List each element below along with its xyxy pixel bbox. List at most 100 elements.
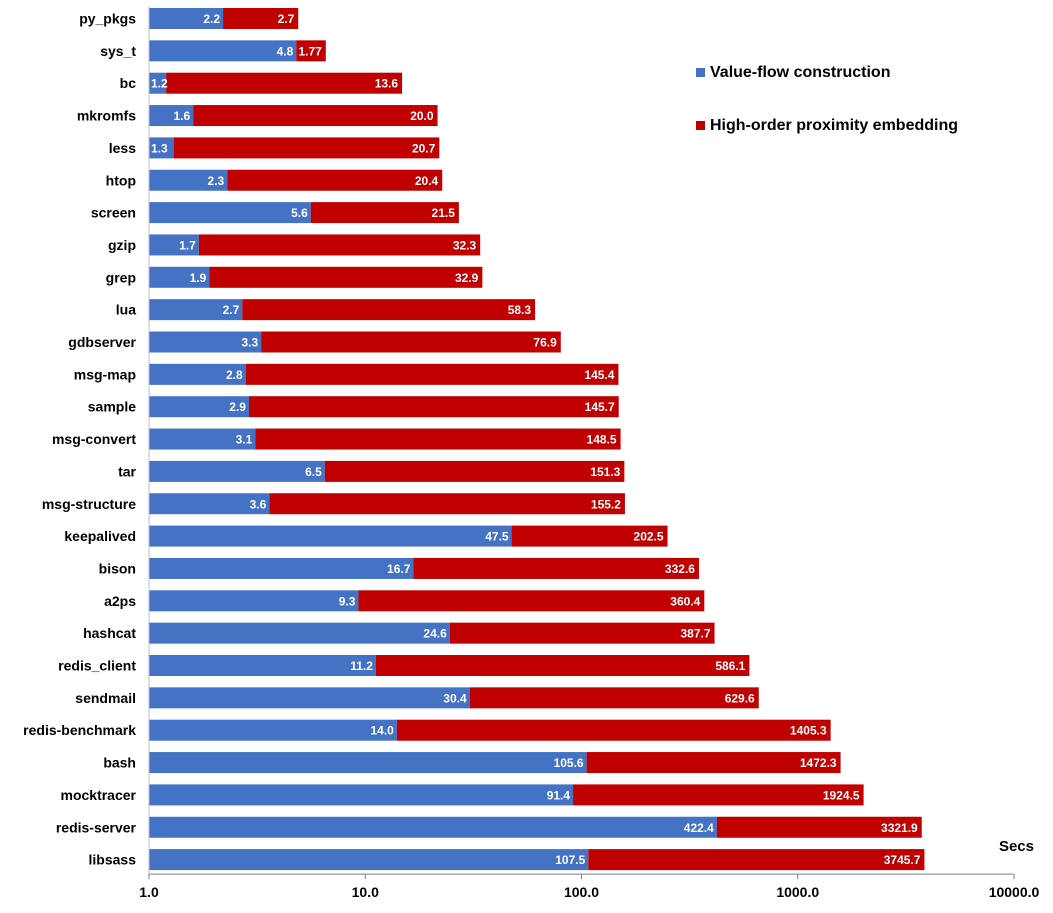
category-label: libsass: [89, 852, 137, 868]
data-label-embedding: 360.4: [670, 594, 700, 608]
data-label-embedding: 145.7: [585, 400, 615, 414]
bar-value-flow-tar: [149, 460, 325, 482]
category-label: msg-convert: [52, 431, 136, 447]
category-label: screen: [91, 205, 136, 221]
category-label: gzip: [108, 237, 136, 253]
data-label-embedding: 332.6: [665, 562, 695, 576]
bar-embedding-less: [173, 137, 440, 159]
bar-value-flow-grep: [149, 266, 210, 288]
bar-embedding-gzip: [198, 234, 481, 256]
bar-value-flow-msg-structure: [149, 493, 270, 515]
category-label: lua: [116, 302, 136, 318]
data-label-value-flow: 47.5: [485, 530, 509, 544]
category-label: sys_t: [100, 43, 136, 59]
legend-label: Value-flow construction: [710, 64, 890, 81]
data-label-embedding: 145.4: [584, 368, 614, 382]
x-tick-label: 100.0: [564, 884, 599, 900]
data-label-value-flow: 91.4: [547, 788, 571, 802]
bar-value-flow-less: [149, 137, 174, 159]
bar-embedding-screen: [310, 202, 459, 224]
legend-label: High-order proximity embedding: [710, 117, 958, 134]
data-label-value-flow: 2.8: [226, 368, 243, 382]
bars-group: 2.2 2.7 4.8 1.77 1.2 13.6 1.6 20.0 1.3 20.7 2.3 20.…: [149, 8, 925, 871]
bar-embedding-msg-map: [245, 363, 619, 385]
x-tick-labels: 1.0 10.0 100.0 1000.0 10000.0: [139, 874, 1040, 900]
bar-embedding-lua: [242, 299, 536, 321]
bar-value-flow-sys_t: [149, 40, 297, 62]
data-label-embedding: 629.6: [725, 691, 755, 705]
data-label-value-flow: 1.9: [190, 271, 207, 285]
bar-value-flow-screen: [149, 202, 311, 224]
bar-value-flow-keepalived: [149, 525, 512, 547]
bar-embedding-redis-benchmark: [396, 719, 831, 741]
category-label: a2ps: [104, 593, 136, 609]
data-label-value-flow: 6.5: [305, 465, 322, 479]
data-label-value-flow: 3.3: [241, 336, 258, 350]
data-label-embedding: 387.7: [681, 627, 711, 641]
data-label-embedding: 202.5: [634, 530, 664, 544]
data-label-embedding: 32.3: [453, 238, 477, 252]
data-label-value-flow: 107.5: [555, 853, 585, 867]
bar-embedding-a2ps: [358, 590, 705, 612]
bar-value-flow-gdbserver: [149, 331, 262, 353]
data-label-value-flow: 16.7: [387, 562, 411, 576]
data-label-embedding: 58.3: [508, 303, 532, 317]
data-label-embedding: 32.9: [455, 271, 479, 285]
data-label-value-flow: 3.1: [236, 433, 253, 447]
category-label: bash: [103, 755, 136, 771]
category-label: redis-server: [56, 819, 137, 835]
bar-embedding-sys_t: [296, 40, 326, 62]
bar-embedding-bison: [413, 557, 699, 579]
bar-embedding-py_pkgs: [223, 8, 299, 29]
bar-value-flow-mkromfs: [149, 105, 194, 127]
category-label: redis-benchmark: [23, 722, 136, 738]
bar-value-flow-redis-benchmark: [149, 719, 397, 741]
bar-value-flow-bash: [149, 752, 587, 774]
legend-swatch: [696, 121, 705, 130]
category-label: grep: [106, 269, 136, 285]
bar-value-flow-bc: [149, 72, 167, 94]
category-label: tar: [118, 463, 136, 479]
category-label: mkromfs: [77, 108, 136, 124]
data-label-embedding: 1924.5: [823, 788, 860, 802]
data-label-embedding: 148.5: [587, 433, 617, 447]
data-label-value-flow: 1.2: [151, 77, 168, 91]
x-axis-label: Secs: [999, 838, 1034, 855]
data-label-embedding: 21.5: [432, 206, 456, 220]
data-label-embedding: 3321.9: [881, 821, 918, 835]
bar-value-flow-lua: [149, 299, 243, 321]
data-label-embedding: 1.77: [298, 44, 322, 58]
data-label-value-flow: 30.4: [443, 691, 467, 705]
data-label-embedding: 155.2: [591, 497, 621, 511]
data-label-embedding: 20.4: [415, 174, 439, 188]
bar-embedding-mkromfs: [193, 105, 438, 127]
data-label-embedding: 151.3: [590, 465, 620, 479]
bar-value-flow-libsass: [149, 849, 589, 871]
data-label-value-flow: 2.2: [203, 12, 220, 26]
bar-value-flow-sample: [149, 396, 249, 418]
bar-value-flow-msg-convert: [149, 428, 256, 450]
x-tick-label: 1000.0: [776, 884, 819, 900]
category-label: bc: [120, 75, 137, 91]
category-label: keepalived: [64, 528, 136, 544]
x-tick-label: 1.0: [139, 884, 159, 900]
category-label: bison: [99, 560, 136, 576]
bar-value-flow-a2ps: [149, 590, 359, 612]
bar-value-flow-sendmail: [149, 687, 470, 709]
category-label: msg-structure: [42, 496, 136, 512]
bar-value-flow-redis-server: [149, 816, 717, 838]
data-label-value-flow: 14.0: [370, 724, 394, 738]
bar-embedding-sendmail: [469, 687, 759, 709]
bar-embedding-msg-convert: [255, 428, 621, 450]
category-label: gdbserver: [68, 334, 136, 350]
data-label-embedding: 3745.7: [884, 853, 921, 867]
bar-embedding-sample: [248, 396, 619, 418]
bar-embedding-mocktracer: [573, 784, 864, 806]
data-label-embedding: 20.7: [412, 141, 436, 155]
x-tick-label: 10.0: [352, 884, 379, 900]
bar-embedding-gdbserver: [261, 331, 561, 353]
category-label: htop: [106, 172, 136, 188]
legend-swatch: [696, 68, 705, 77]
data-label-embedding: 1405.3: [790, 724, 827, 738]
